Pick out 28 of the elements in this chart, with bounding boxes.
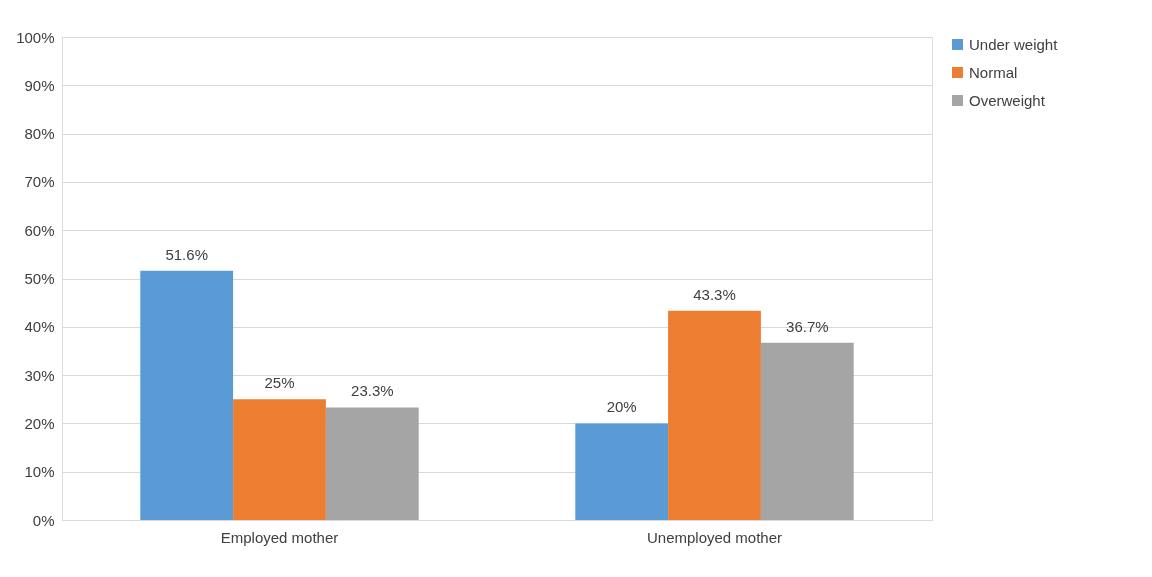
bar	[233, 399, 326, 520]
data-label: 20%	[606, 398, 637, 416]
y-tick-label: 100%	[16, 28, 55, 46]
bar	[325, 407, 419, 520]
y-tick-label: 50%	[24, 270, 55, 287]
y-tick-label: 30%	[24, 366, 55, 384]
y-tick-label: 40%	[24, 318, 55, 336]
y-tick-label: 90%	[24, 76, 55, 94]
data-label: 51.6%	[165, 245, 208, 263]
bar	[668, 310, 761, 520]
y-tick-label: 0%	[32, 511, 55, 529]
y-tick-label: 20%	[24, 414, 55, 432]
data-label: 36.7%	[786, 317, 829, 335]
y-tick-label: 10%	[24, 463, 55, 481]
legend-label: Normal	[969, 63, 1018, 81]
y-tick-label: 60%	[24, 221, 55, 239]
x-tick-label: Unemployed mother	[646, 528, 783, 546]
bar	[760, 342, 854, 520]
x-tick-label: Employed mother	[220, 528, 339, 546]
data-label: 25%	[264, 374, 295, 392]
bar	[140, 270, 234, 520]
legend-label: Under weight	[969, 35, 1059, 53]
y-tick-label: 70%	[24, 173, 55, 191]
bar	[575, 423, 669, 520]
data-label: 23.3%	[351, 382, 394, 400]
data-label: 43.3%	[693, 285, 736, 303]
y-tick-label: 80%	[24, 125, 55, 143]
legend-label: Overweight	[969, 91, 1046, 109]
